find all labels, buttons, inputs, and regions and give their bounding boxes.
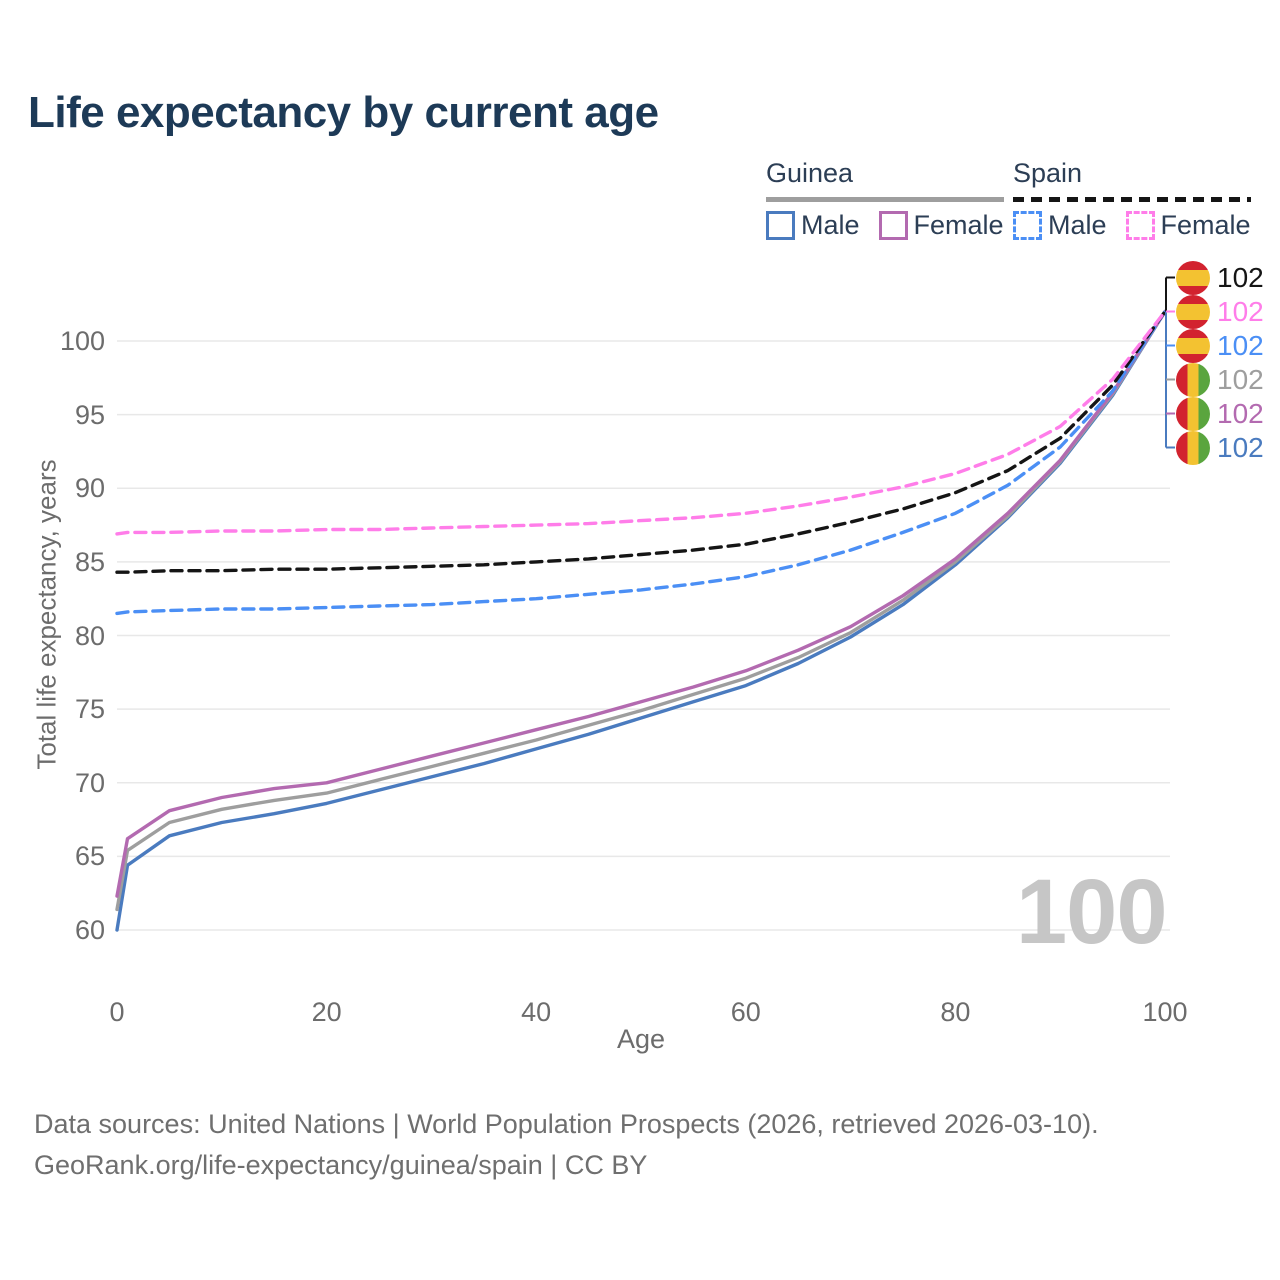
legend-item-label: Female bbox=[913, 210, 1004, 240]
spain-flag-icon bbox=[1176, 294, 1210, 329]
end-label-value: 102 bbox=[1217, 329, 1264, 361]
y-tick-label: 80 bbox=[74, 620, 105, 651]
legend-group-line-style-dashed bbox=[1013, 197, 1251, 202]
y-axis-title: Total life expectancy, years bbox=[31, 459, 62, 770]
series-line-guinea[interactable] bbox=[115, 309, 1167, 912]
end-label-row[interactable]: 102 bbox=[1176, 260, 1264, 295]
x-axis-title: Age bbox=[616, 1024, 666, 1054]
legend-swatch-icon bbox=[878, 211, 908, 240]
legend-item-spain-male[interactable]: Male bbox=[1013, 210, 1107, 241]
legend-item-guinea-female[interactable]: Female bbox=[878, 210, 1004, 241]
end-label-value: 102 bbox=[1217, 261, 1264, 293]
guinea-flag-icon bbox=[1176, 430, 1210, 465]
end-label-row[interactable]: 102 bbox=[1176, 430, 1264, 465]
legend-swatch-icon bbox=[766, 211, 795, 240]
y-tick-label: 60 bbox=[74, 915, 105, 945]
legend-group-title[interactable]: Guinea bbox=[766, 158, 854, 188]
series-line-guinea-male[interactable] bbox=[115, 309, 1167, 932]
y-tick-label: 65 bbox=[74, 841, 105, 872]
legend-item-label: Female bbox=[1160, 210, 1251, 240]
legend-item-label: Male bbox=[801, 210, 860, 240]
legend-group-guinea: Guinea Male Female bbox=[766, 158, 1004, 241]
end-label-row[interactable]: 102 bbox=[1176, 362, 1264, 397]
legend-group-line-style-solid bbox=[766, 197, 1004, 202]
end-label-row[interactable]: 102 bbox=[1176, 396, 1264, 431]
series-line-spain[interactable] bbox=[115, 309, 1167, 574]
legend-item-label: Male bbox=[1048, 210, 1107, 240]
y-tick-label: 90 bbox=[74, 473, 105, 504]
x-tick-label: 40 bbox=[521, 997, 552, 1027]
footer-attribution: GeoRank.org/life-expectancy/guinea/spain… bbox=[34, 1150, 648, 1180]
legend-group-spain: Spain Male Female bbox=[1013, 158, 1251, 241]
spain-flag-icon bbox=[1176, 328, 1210, 363]
chart-title: Life expectancy by current age bbox=[28, 88, 659, 137]
end-label-row[interactable]: 102 bbox=[1176, 328, 1264, 363]
x-tick-label: 20 bbox=[311, 997, 342, 1027]
end-label-row[interactable]: 102 bbox=[1176, 294, 1264, 329]
legend-group-title[interactable]: Spain bbox=[1013, 158, 1083, 188]
legend-item-spain-female[interactable]: Female bbox=[1125, 210, 1251, 241]
legend-swatch-icon bbox=[1125, 211, 1155, 240]
end-label-value: 102 bbox=[1217, 295, 1264, 327]
legend-item-guinea-male[interactable]: Male bbox=[766, 210, 860, 241]
end-label-value: 102 bbox=[1217, 431, 1264, 463]
x-tick-label: 0 bbox=[109, 997, 125, 1027]
spain-flag-icon bbox=[1176, 260, 1210, 295]
legend-swatch-icon bbox=[1013, 211, 1042, 240]
end-label-value: 102 bbox=[1217, 363, 1264, 395]
y-tick-label: 70 bbox=[74, 767, 105, 798]
x-tick-label: 100 bbox=[1142, 997, 1188, 1027]
y-tick-label: 95 bbox=[74, 399, 105, 430]
y-tick-label: 100 bbox=[59, 326, 105, 356]
series-line-spain-female[interactable] bbox=[115, 309, 1167, 536]
end-label-value: 102 bbox=[1217, 397, 1264, 429]
watermark-value: 100 bbox=[1016, 861, 1167, 963]
footer: Data sources: United Nations | World Pop… bbox=[34, 1104, 1099, 1186]
x-tick-label: 80 bbox=[940, 997, 971, 1027]
guinea-flag-icon bbox=[1176, 362, 1210, 397]
footer-data-sources: Data sources: United Nations | World Pop… bbox=[34, 1109, 1099, 1139]
guinea-flag-icon bbox=[1176, 396, 1210, 431]
y-tick-label: 75 bbox=[74, 694, 105, 725]
series-line-guinea-female[interactable] bbox=[115, 309, 1167, 898]
y-tick-label: 85 bbox=[74, 546, 105, 577]
series-line-spain-male[interactable] bbox=[115, 309, 1167, 616]
x-tick-label: 60 bbox=[730, 997, 761, 1027]
